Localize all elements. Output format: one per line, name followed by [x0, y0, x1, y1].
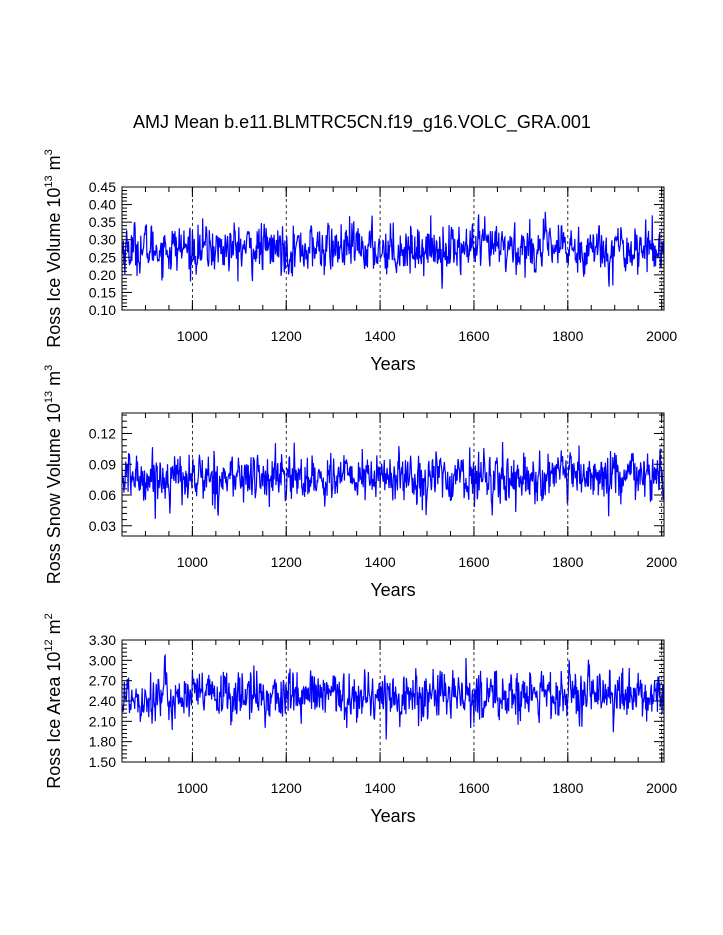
y-tick-label: 0.15 — [89, 284, 116, 300]
y-tick-label: 0.12 — [89, 426, 116, 442]
y-tick-label: 1.50 — [89, 754, 116, 770]
plot-frame — [121, 186, 665, 311]
y-tick-label: 0.03 — [89, 518, 116, 534]
y-axis-label-unit: m — [44, 155, 64, 175]
panel-1: 1000 1200 1400 1600 1800 2000 0.10 0.150.20 0.25… — [43, 149, 677, 374]
y-tick-label: 3.30 — [89, 632, 116, 648]
x-tick-label: 2000 — [646, 328, 677, 344]
x-tick-label: 2000 — [646, 554, 677, 570]
x-axis-label: Years — [370, 354, 415, 374]
x-tick-label: 1200 — [271, 554, 302, 570]
y-tick-label: 0.35 — [89, 214, 116, 230]
x-tick-label: 1400 — [365, 554, 396, 570]
y-axis-label-text: Ross Ice Area 10 — [44, 652, 64, 789]
plot-frame — [121, 412, 665, 537]
data-series-line — [121, 211, 665, 289]
x-tick-label: 1600 — [458, 554, 489, 570]
y-axis-label-unit-exponent: 3 — [43, 149, 55, 155]
y-tick-label: 0.09 — [89, 456, 116, 472]
y-axis-label-text: Ross Ice Volume 10 — [44, 188, 64, 348]
y-axis-label-unit: m — [44, 619, 64, 639]
y-tick-label: 0.20 — [89, 267, 116, 283]
x-axis-label: Years — [370, 580, 415, 600]
figure-title: AMJ Mean b.e11.BLMTRC5CN.f19_g16.VOLC_GR… — [133, 112, 591, 133]
panel-2: 1000 1200 1400 1600 1800 2000 0.03 0.06 0.09 0.12… — [43, 365, 677, 600]
y-tick-label: 0.25 — [89, 249, 116, 265]
y-axis-label-unit: m — [44, 371, 64, 391]
x-tick-label: 1800 — [552, 328, 583, 344]
y-axis-label: Ross Snow Volume 1013 m3 — [43, 365, 64, 584]
y-axis-label: Ross Ice Volume 1013 m3 — [43, 149, 64, 347]
y-axis-label: Ross Ice Area 1012 m2 — [43, 613, 64, 788]
x-tick-label: 1000 — [177, 780, 208, 796]
y-tick-label: 2.40 — [89, 693, 116, 709]
x-tick-label: 1400 — [365, 780, 396, 796]
x-tick-label: 1800 — [552, 780, 583, 796]
x-tick-label: 1600 — [458, 780, 489, 796]
x-tick-label: 2000 — [646, 780, 677, 796]
y-axis-label-text: Ross Snow Volume 10 — [44, 403, 64, 584]
x-tick-label: 1400 — [365, 328, 396, 344]
y-tick-label: 0.10 — [89, 302, 116, 318]
y-tick-label: 0.30 — [89, 232, 116, 248]
x-tick-label: 1600 — [458, 328, 489, 344]
x-tick-label: 1200 — [271, 328, 302, 344]
y-tick-label: 0.45 — [89, 179, 116, 195]
data-series-line — [121, 653, 665, 740]
panel-3: 1000 1200 1400 1600 1800 2000 1.50 1.80 2.10 2.40… — [43, 613, 677, 826]
x-tick-label: 1200 — [271, 780, 302, 796]
x-tick-label: 1000 — [177, 554, 208, 570]
y-tick-label: 2.10 — [89, 713, 116, 729]
y-tick-label: 3.00 — [89, 652, 116, 668]
y-tick-label: 1.80 — [89, 734, 116, 750]
chart-panels: 1000 1200 1400 1600 1800 2000 0.10 0.150.20 0.25… — [43, 149, 677, 826]
y-axis-label-exponent: 12 — [43, 639, 55, 651]
y-axis-label-exponent: 13 — [43, 391, 55, 403]
x-axis-label: Years — [370, 806, 415, 826]
x-tick-label: 1000 — [177, 328, 208, 344]
x-tick-label: 1800 — [552, 554, 583, 570]
data-series-line — [121, 441, 665, 519]
y-axis-label-exponent: 13 — [43, 175, 55, 187]
y-tick-label: 2.70 — [89, 673, 116, 689]
y-tick-label: 0.06 — [89, 487, 116, 503]
y-axis-label-unit-exponent: 2 — [43, 613, 55, 619]
y-axis-label-unit-exponent: 3 — [43, 365, 55, 371]
y-tick-label: 0.40 — [89, 197, 116, 213]
